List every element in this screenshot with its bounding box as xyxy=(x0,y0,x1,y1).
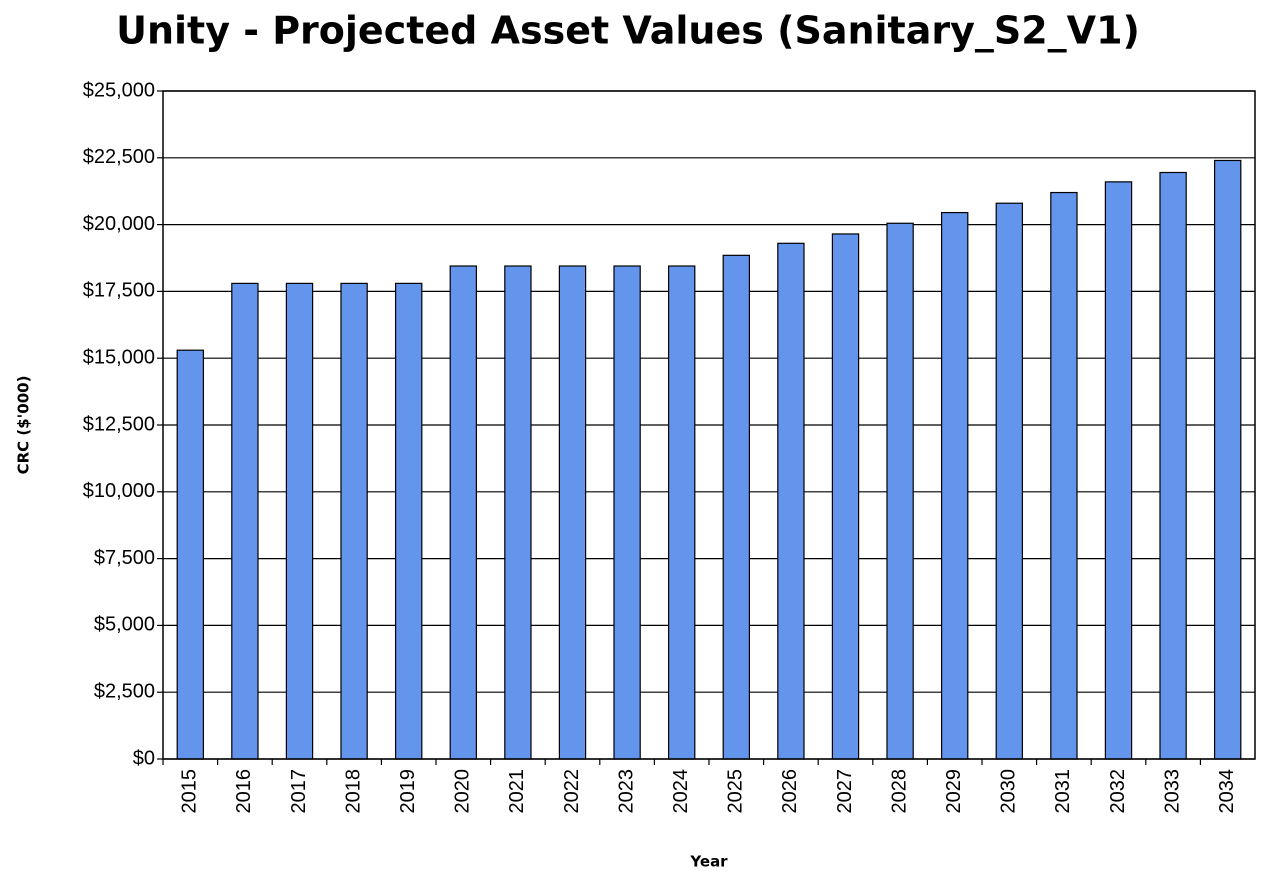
y-tick-label: $7,500 xyxy=(94,547,155,569)
x-tick-label: 2034 xyxy=(1216,769,1238,814)
x-tick-label: 2030 xyxy=(998,769,1020,814)
x-tick-label: 2028 xyxy=(888,769,910,814)
x-tick-label: 2024 xyxy=(670,769,692,814)
y-tick-label: $17,500 xyxy=(83,280,155,302)
bar xyxy=(176,349,205,760)
x-tick-label: 2029 xyxy=(943,769,965,814)
bar xyxy=(340,282,368,760)
y-tick-label: $22,500 xyxy=(83,146,155,168)
y-tick-label: $12,500 xyxy=(83,413,155,435)
bar xyxy=(394,282,423,760)
y-tick-label: $5,000 xyxy=(94,614,155,636)
bar xyxy=(231,282,259,760)
x-tick-label: 2027 xyxy=(834,769,856,814)
bar xyxy=(722,254,751,760)
bar xyxy=(1104,181,1133,760)
bar xyxy=(886,222,914,760)
bar xyxy=(613,265,641,760)
x-axis-title: Year xyxy=(689,853,728,871)
x-tick-label: 2020 xyxy=(452,769,474,814)
x-tick-label: 2015 xyxy=(179,769,201,814)
bar xyxy=(777,242,805,760)
x-tick-label: 2018 xyxy=(342,769,364,814)
bar xyxy=(504,265,532,760)
bar xyxy=(1050,191,1078,760)
y-tick-label: $2,500 xyxy=(94,680,155,702)
bar xyxy=(1159,171,1187,760)
x-tick-label: 2031 xyxy=(1052,769,1074,814)
bar xyxy=(995,202,1024,760)
y-axis-title: CRC ($'000) xyxy=(15,376,33,475)
plot-frame xyxy=(162,90,1256,760)
y-tick-label: $0 xyxy=(133,747,155,769)
bar xyxy=(831,233,860,760)
y-tick-label: $10,000 xyxy=(83,480,155,502)
bar xyxy=(667,265,696,760)
x-tick-label: 2021 xyxy=(506,769,528,814)
x-tick-label: 2026 xyxy=(779,769,801,814)
x-tick-label: 2016 xyxy=(233,769,255,814)
x-tick-label: 2023 xyxy=(615,769,637,814)
chart-title: Unity - Projected Asset Values (Sanitary… xyxy=(116,9,1140,53)
bar xyxy=(558,265,587,760)
x-tick-label: 2017 xyxy=(288,769,310,814)
bar xyxy=(449,265,478,760)
plot-area: $0 $2,500 $5,000 $7,500 $10,000 $12,500 $15,00… xyxy=(83,79,1256,814)
bar xyxy=(940,211,969,760)
bar xyxy=(1213,159,1242,760)
bar xyxy=(285,282,314,760)
x-tick-label: 2019 xyxy=(397,769,419,814)
x-tick-label: 2033 xyxy=(1161,769,1183,814)
y-tick-label: $15,000 xyxy=(83,346,155,368)
x-tick-label: 2025 xyxy=(725,769,747,814)
y-tick-label: $20,000 xyxy=(83,213,155,235)
y-tick-label: $25,000 xyxy=(83,79,155,101)
x-tick-label: 2022 xyxy=(561,769,583,814)
x-tick-label: 2032 xyxy=(1107,769,1129,814)
